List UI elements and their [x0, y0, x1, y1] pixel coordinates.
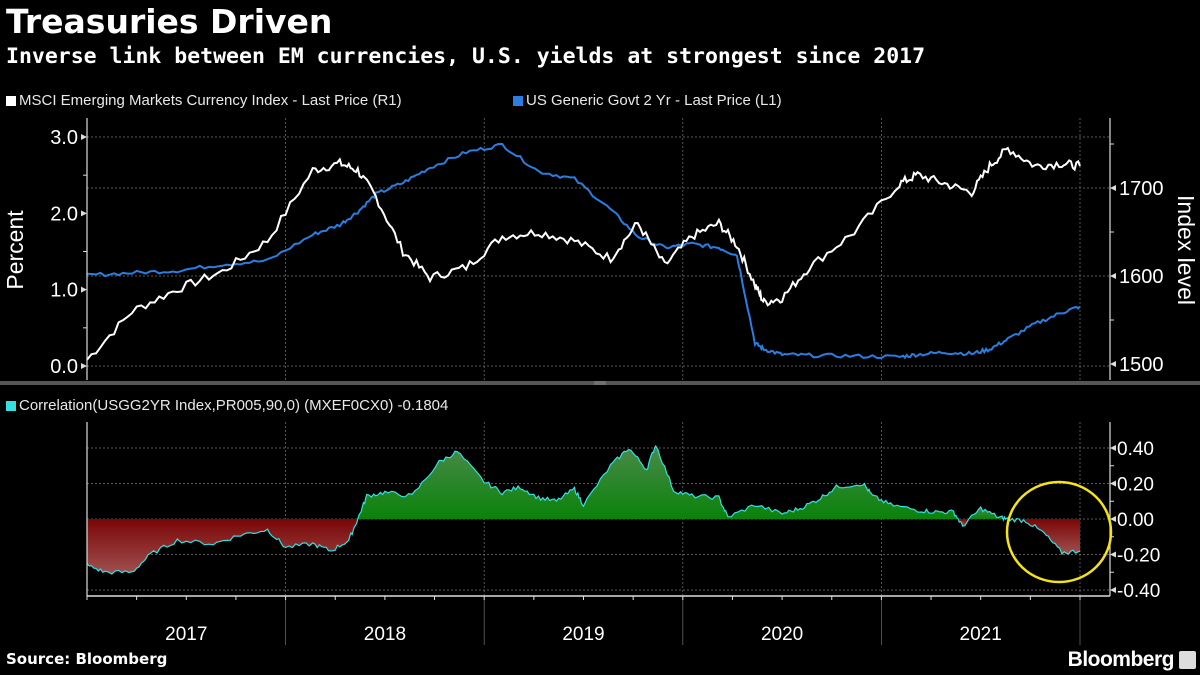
top-panel-grid	[87, 136, 1110, 367]
axes	[81, 118, 1116, 600]
bottom-tick-label: 0.40	[1117, 439, 1154, 460]
brand-logo: Bloomberg	[1067, 648, 1175, 671]
bottom-tick-marker	[1110, 445, 1116, 451]
x-tick-label: 2021	[960, 624, 1002, 645]
left-tick-label: 3.0	[50, 127, 78, 149]
right-tick-label: 1600	[1119, 266, 1164, 288]
bottom-tick-label: -0.20	[1117, 546, 1160, 567]
chart-title: Treasuries Driven	[6, 2, 333, 41]
tick-labels: 0.0 1.0 2.0 3.0 1500 1600 1700 0.40 0.20 0.00 -0.2…	[2, 127, 1199, 645]
legend-swatch-white	[6, 95, 16, 106]
source-note: Source: Bloomberg	[6, 650, 168, 668]
left-tick-marker	[81, 210, 87, 217]
bloomberg-chart-icon	[1179, 651, 1196, 669]
legend-label-us2yr: US Generic Govt 2 Yr - Last Price (L1)	[526, 92, 782, 109]
bottom-tick-marker	[1110, 480, 1116, 487]
legend-item-correlation: Correlation(USGG2YR Index,PR005,90,0) (M…	[6, 397, 448, 414]
left-axis-title: Percent	[2, 210, 28, 290]
bottom-tick-marker	[1110, 516, 1116, 522]
panel-separator[interactable]	[0, 381, 1200, 385]
negative-correlation-area	[87, 519, 358, 574]
legend-label-msci: MSCI Emerging Markets Currency Index - L…	[19, 92, 402, 109]
left-tick-marker	[81, 363, 87, 369]
legend-item-msci: MSCI Emerging Markets Currency Index - L…	[6, 92, 402, 109]
positive-correlation-area	[968, 507, 1003, 519]
right-tick-marker	[1110, 273, 1116, 279]
correlation-line	[86, 444, 1081, 575]
bottom-tick-marker	[1110, 587, 1116, 593]
chart-subtitle: Inverse link between EM currencies, U.S.…	[6, 44, 926, 69]
left-tick-label: 0.0	[50, 356, 78, 378]
us2yr-series-line	[86, 143, 1081, 360]
msci-series-line	[86, 146, 1081, 361]
legend-swatch-blue	[513, 95, 523, 106]
x-tick-label: 2019	[562, 624, 604, 645]
bottom-tick-label: -0.40	[1117, 581, 1160, 602]
bottom-tick-label: 0.00	[1117, 510, 1154, 531]
x-tick-label: 2017	[165, 624, 207, 645]
legend-swatch-cyan	[6, 400, 16, 411]
right-tick-marker	[1110, 185, 1116, 191]
x-tick-label: 2020	[761, 624, 803, 645]
left-tick-label: 1.0	[50, 280, 78, 302]
highlight-ellipse	[1005, 480, 1113, 584]
x-tick-label: 2018	[364, 624, 406, 645]
right-tick-label: 1700	[1119, 178, 1164, 200]
left-tick-label: 2.0	[50, 203, 78, 225]
bottom-tick-label: 0.20	[1117, 475, 1154, 496]
negative-correlation-area	[1018, 519, 1080, 555]
bottom-tick-marker	[1110, 551, 1116, 558]
legend-label-correlation: Correlation(USGG2YR Index,PR005,90,0) (M…	[19, 397, 449, 414]
legend-item-us2yr: US Generic Govt 2 Yr - Last Price (L1)	[513, 92, 782, 109]
left-tick-marker	[81, 134, 87, 140]
negative-correlation-area	[958, 519, 969, 527]
positive-correlation-area	[357, 446, 959, 519]
year-dividers	[285, 118, 1081, 645]
right-axis-title: Index level	[1173, 195, 1199, 305]
left-tick-marker	[81, 286, 87, 293]
correlation-area	[87, 446, 1080, 574]
right-tick-marker	[1110, 361, 1116, 367]
right-tick-label: 1500	[1119, 354, 1164, 376]
